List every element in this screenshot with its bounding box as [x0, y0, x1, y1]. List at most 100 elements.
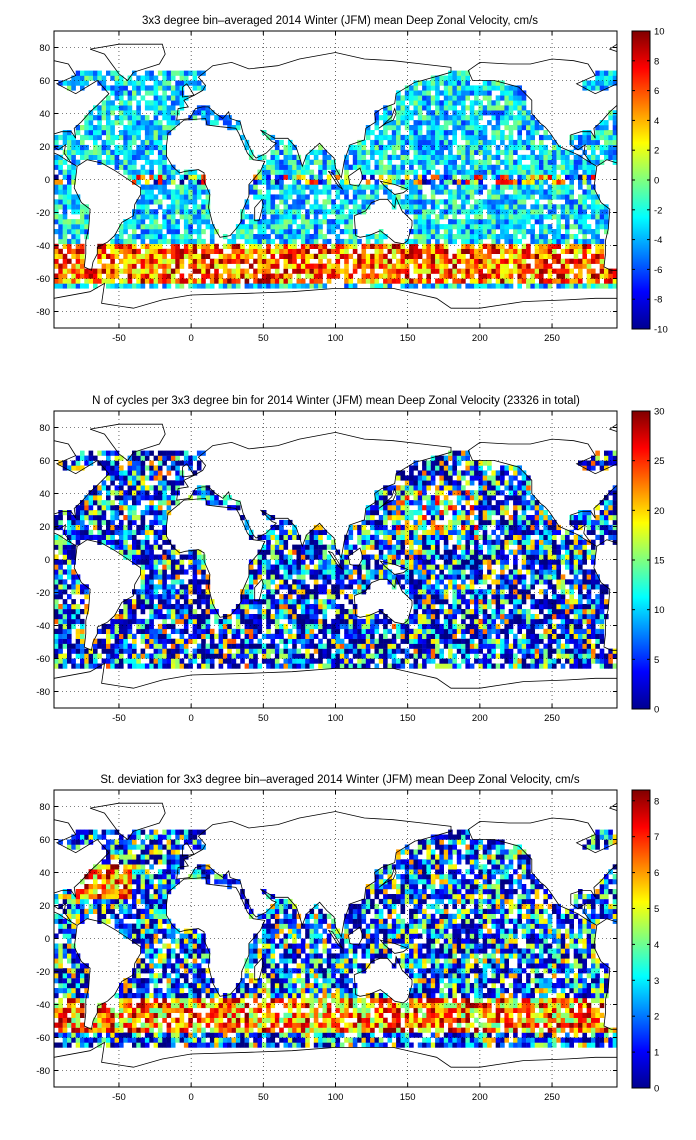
bin-cell — [322, 234, 328, 240]
bin-cell — [465, 105, 470, 111]
bin-cell — [175, 95, 180, 101]
bin-cell — [71, 253, 76, 259]
bin-cell — [517, 263, 522, 269]
bin-cell — [244, 248, 250, 254]
bin-cell — [417, 120, 423, 126]
bin-cell — [573, 134, 579, 141]
bin-cell — [71, 579, 76, 585]
bin-cell — [175, 559, 180, 565]
bin-cell — [97, 125, 102, 131]
bin-cell — [461, 184, 466, 190]
bin-cell — [93, 485, 98, 491]
bin-cell — [461, 258, 466, 264]
bin-cell — [400, 258, 406, 264]
bin-cell — [305, 199, 310, 205]
bin-cell — [435, 189, 440, 195]
bin-cell — [430, 159, 436, 165]
bin-cell — [266, 164, 271, 170]
bin-cell — [461, 273, 466, 279]
bin-cell — [586, 139, 592, 146]
bin-cell — [257, 234, 263, 240]
bin-cell — [132, 633, 137, 639]
bin-cell — [192, 194, 198, 200]
bin-cell — [300, 214, 306, 220]
bin-cell — [357, 258, 362, 264]
bin-cell — [378, 154, 384, 160]
bin-cell — [201, 559, 206, 565]
bin-cell — [586, 238, 592, 245]
bin-cell — [461, 130, 466, 136]
bin-cell — [192, 633, 198, 639]
bin-cell — [62, 549, 68, 555]
bin-cell — [183, 224, 189, 230]
bin-cell — [547, 253, 553, 259]
bin-cell — [75, 273, 81, 279]
bin-cell — [257, 258, 263, 264]
bin-cell — [80, 510, 85, 516]
bin-cell — [326, 248, 332, 254]
bin-cell — [539, 164, 544, 170]
bin-cell — [192, 248, 198, 254]
bin-cell — [136, 524, 141, 531]
bin-cell — [67, 80, 72, 86]
bin-cell — [140, 194, 146, 200]
bin-cell — [435, 125, 440, 131]
bin-cell — [144, 549, 150, 555]
bin-cell — [504, 283, 509, 289]
bin-cell — [166, 495, 172, 501]
bin-cell — [586, 164, 592, 170]
bin-cell — [261, 229, 267, 235]
bin-cell — [422, 144, 427, 151]
bin-cell — [127, 263, 133, 269]
bin-cell — [106, 648, 111, 654]
bin-cell — [153, 569, 159, 575]
bin-cell — [539, 214, 544, 220]
bin-cell — [209, 653, 215, 659]
bin-cell — [67, 194, 72, 200]
bin-cell — [456, 70, 462, 76]
bin-cell — [67, 564, 72, 570]
bin-cell — [292, 579, 297, 585]
bin-cell — [552, 243, 557, 249]
bin-cell — [591, 144, 596, 151]
bin-cell — [166, 209, 172, 215]
bin-cell — [513, 90, 518, 96]
bin-cell — [478, 100, 483, 106]
bin-cell — [67, 618, 72, 625]
bin-cell — [344, 263, 349, 269]
bin-cell — [179, 633, 185, 639]
bin-cell — [504, 238, 509, 245]
bin-cell — [101, 115, 107, 121]
bin-cell — [253, 643, 258, 649]
bin-cell — [162, 75, 167, 81]
bin-cell — [149, 510, 154, 516]
bin-cell — [127, 169, 133, 175]
bin-cell — [413, 120, 419, 126]
bin-cell — [157, 263, 163, 269]
bin-cell — [162, 490, 167, 496]
bin-cell — [201, 214, 206, 220]
bin-cell — [170, 604, 176, 610]
bin-cell — [196, 194, 202, 200]
bin-cell — [508, 268, 514, 274]
bin-cell — [157, 85, 163, 91]
coastline-path — [54, 282, 617, 328]
bin-cell — [201, 594, 206, 600]
bin-cell — [469, 134, 475, 141]
bin-cell — [478, 125, 483, 131]
bin-cell — [149, 125, 154, 131]
bin-cell — [543, 169, 548, 175]
bin-cell — [153, 554, 159, 560]
bin-cell — [127, 253, 133, 259]
bin-cell — [166, 623, 172, 630]
bin-cell — [569, 224, 574, 230]
bin-cell — [149, 85, 154, 91]
bin-cell — [170, 594, 176, 600]
bin-cell — [140, 559, 146, 565]
bin-cell — [279, 628, 284, 634]
bin-cell — [387, 120, 393, 126]
bin-cell — [192, 204, 198, 210]
bin-cell — [266, 243, 271, 249]
bin-cell — [396, 164, 401, 170]
bin-cell — [261, 584, 267, 590]
